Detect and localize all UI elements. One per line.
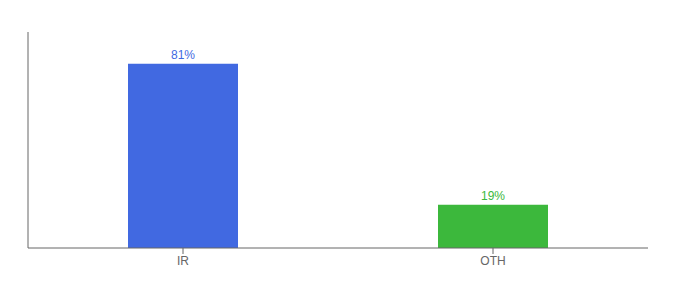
svg-text:OTH: OTH [480, 254, 505, 268]
svg-text:19%: 19% [481, 189, 505, 203]
svg-text:81%: 81% [171, 48, 195, 62]
svg-text:IR: IR [177, 254, 189, 268]
